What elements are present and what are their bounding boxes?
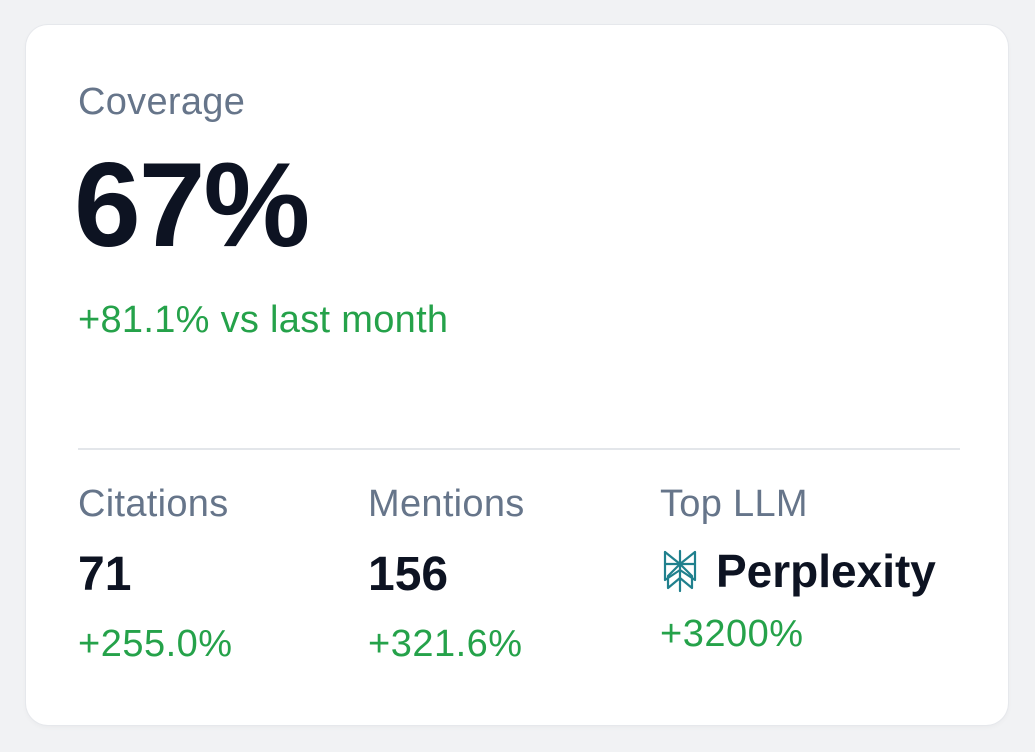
citations-stat: Citations 71 +255.0% <box>78 485 233 663</box>
citations-label: Citations <box>78 483 229 525</box>
divider <box>78 448 960 450</box>
top-llm-change: +3200% <box>660 613 804 655</box>
coverage-card: Coverage 67% +81.1% vs last month Citati… <box>26 25 1008 725</box>
top-llm-stat: Top LLM Perplexity +3200% <box>660 485 936 653</box>
coverage-label: Coverage <box>78 81 246 123</box>
coverage-value: 67% <box>74 138 310 272</box>
mentions-label: Mentions <box>368 483 525 525</box>
citations-value: 71 <box>78 548 132 601</box>
perplexity-logo-icon <box>660 548 700 594</box>
top-llm-label: Top LLM <box>660 483 808 525</box>
top-llm-name: Perplexity <box>716 545 936 597</box>
mentions-stat: Mentions 156 +321.6% <box>368 485 525 663</box>
coverage-change: +81.1% vs last month <box>78 299 449 341</box>
mentions-change: +321.6% <box>368 623 523 665</box>
mentions-value: 156 <box>368 548 449 601</box>
citations-change: +255.0% <box>78 623 233 665</box>
top-llm-row: Perplexity <box>660 545 936 597</box>
